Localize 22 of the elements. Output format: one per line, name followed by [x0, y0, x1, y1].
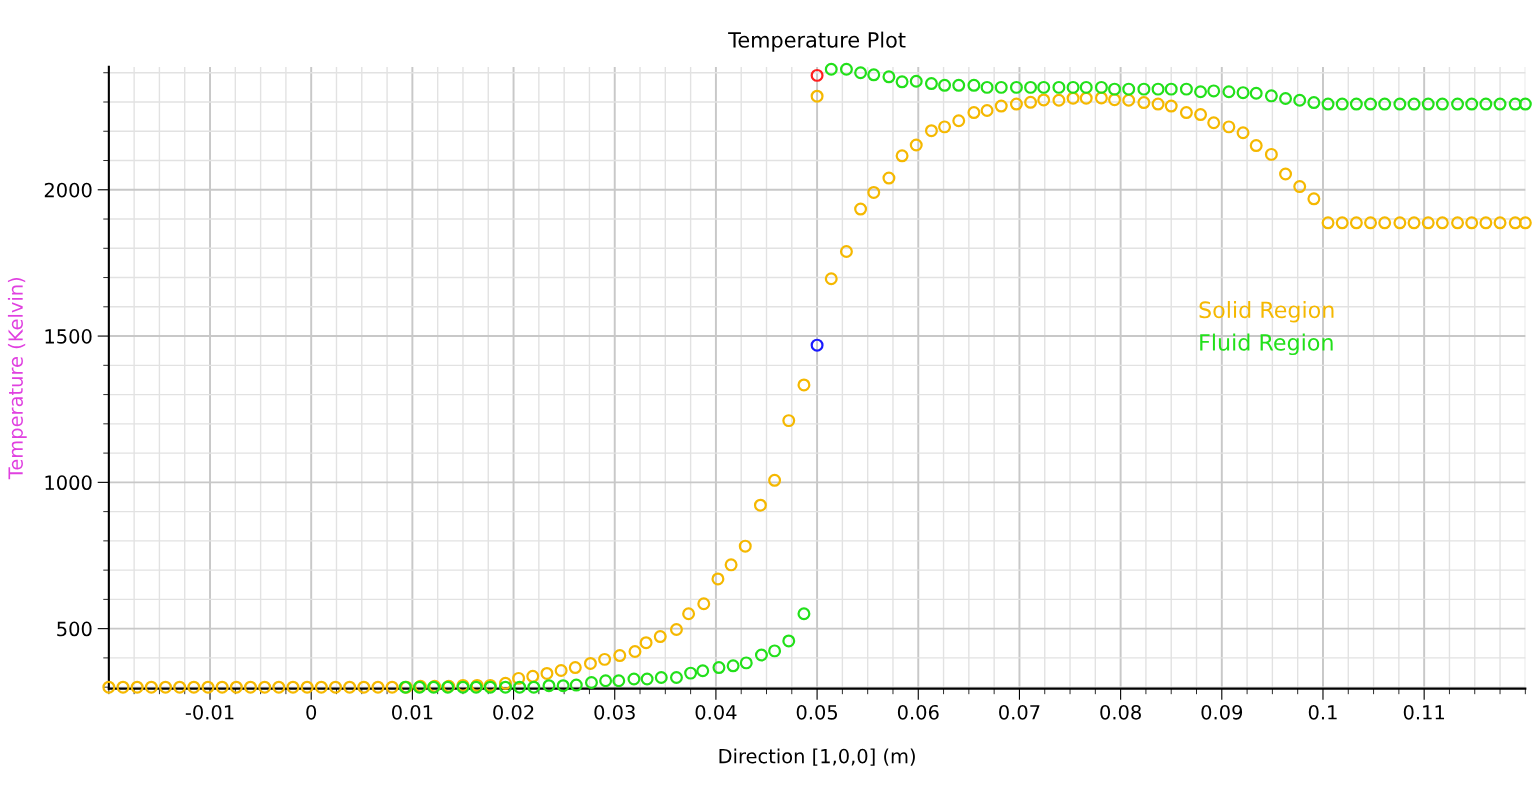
y-axis-title: Temperature (Kelvin) — [7, 277, 27, 480]
y-tick-label: 2000 — [44, 182, 92, 198]
text: Fluid Region — [1200, 333, 1333, 356]
x-tick-label: 0.06 — [897, 704, 939, 720]
x-tick-label: 0 — [306, 704, 317, 720]
chart-title: Temperature Plot — [728, 31, 906, 52]
text: Solid Region — [1199, 300, 1334, 323]
x-axis-title: Direction [1,0,0] (m) — [719, 748, 915, 766]
x-tick-label: 0.05 — [796, 704, 838, 720]
x-tick-label: 0.02 — [493, 704, 534, 720]
y-tick-label: 1000 — [45, 475, 92, 491]
x-tick-label: 0.07 — [999, 704, 1040, 720]
x-tick-label: 0.1 — [1308, 704, 1337, 720]
y-tick-label: 500 — [57, 621, 92, 637]
x-tick-label: 0.09 — [1201, 704, 1243, 720]
x-tick-label: 0.11 — [1403, 704, 1445, 720]
x-tick-label: 0.04 — [695, 704, 737, 720]
x-tick-label: -0.01 — [185, 704, 234, 720]
x-tick-label: 0.08 — [1100, 704, 1141, 720]
x-tick-label: 0.01 — [392, 704, 433, 720]
x-tick-label: 0.03 — [594, 704, 635, 720]
y-tick-label: 1500 — [45, 329, 92, 344]
